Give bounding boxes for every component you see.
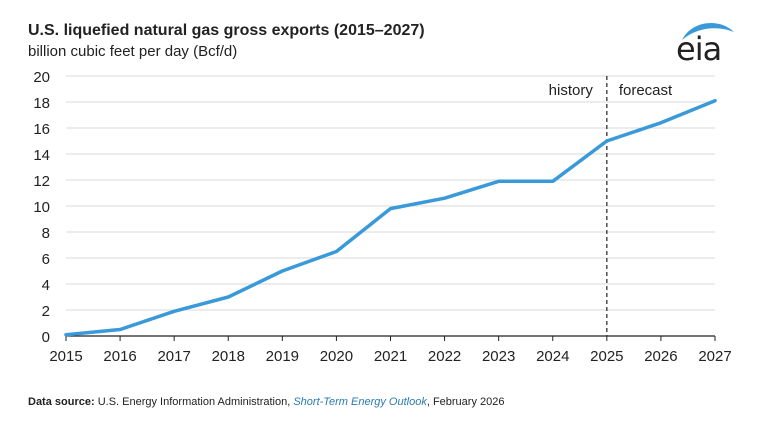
x-tick-label-2020: 2020 <box>320 348 353 365</box>
y-tick-label-6: 6 <box>42 251 50 268</box>
source-publication-link[interactable]: Short-Term Energy Outlook <box>293 396 427 408</box>
y-tick-label-4: 4 <box>42 277 50 294</box>
y-tick-label-8: 8 <box>42 225 50 242</box>
x-tick-label-2023: 2023 <box>482 348 515 365</box>
x-tick-label-2027: 2027 <box>698 348 731 365</box>
source-text: U.S. Energy Information Administration, <box>94 396 294 408</box>
x-tick-label-2016: 2016 <box>103 348 136 365</box>
y-tick-label-14: 14 <box>33 147 50 164</box>
x-tick-label-2015: 2015 <box>49 348 82 365</box>
y-tick-label-10: 10 <box>33 199 50 216</box>
history-label: history <box>549 82 594 99</box>
y-tick-label-16: 16 <box>33 121 50 138</box>
y-tick-label-0: 0 <box>42 329 50 346</box>
eia-logo-arc-icon <box>682 22 734 40</box>
x-tick-label-2026: 2026 <box>644 348 677 365</box>
x-tick-label-2021: 2021 <box>374 348 407 365</box>
eia-logo-text: eia <box>676 30 722 68</box>
source-label: Data source: <box>28 396 95 408</box>
chart-title: U.S. liquefied natural gas gross exports… <box>28 22 425 39</box>
x-tick-label-2019: 2019 <box>266 348 299 365</box>
y-tick-label-18: 18 <box>33 95 50 112</box>
line-chart: 0 2 4 6 8 10 12 14 16 18 20 2015 2016 2017 2018 2019 202… <box>33 69 731 365</box>
x-tick-label-2017: 2017 <box>157 348 190 365</box>
y-tick-label-2: 2 <box>42 303 50 320</box>
source-date: , February 2026 <box>426 396 505 408</box>
forecast-label: forecast <box>619 82 673 99</box>
x-tick-label-2018: 2018 <box>212 348 245 365</box>
x-tick-label-2024: 2024 <box>536 348 569 365</box>
chart-subtitle: billion cubic feet per day (Bcf/d) <box>28 43 238 60</box>
eia-logo: eia <box>668 16 740 68</box>
x-tick-label-2022: 2022 <box>428 348 461 365</box>
data-source-note: Data source: U.S. Energy Information Adm… <box>28 396 504 408</box>
x-tick-label-2025: 2025 <box>590 348 623 365</box>
y-tick-label-20: 20 <box>33 69 50 86</box>
y-tick-label-12: 12 <box>33 173 50 190</box>
series-line-0 <box>64 98 717 337</box>
